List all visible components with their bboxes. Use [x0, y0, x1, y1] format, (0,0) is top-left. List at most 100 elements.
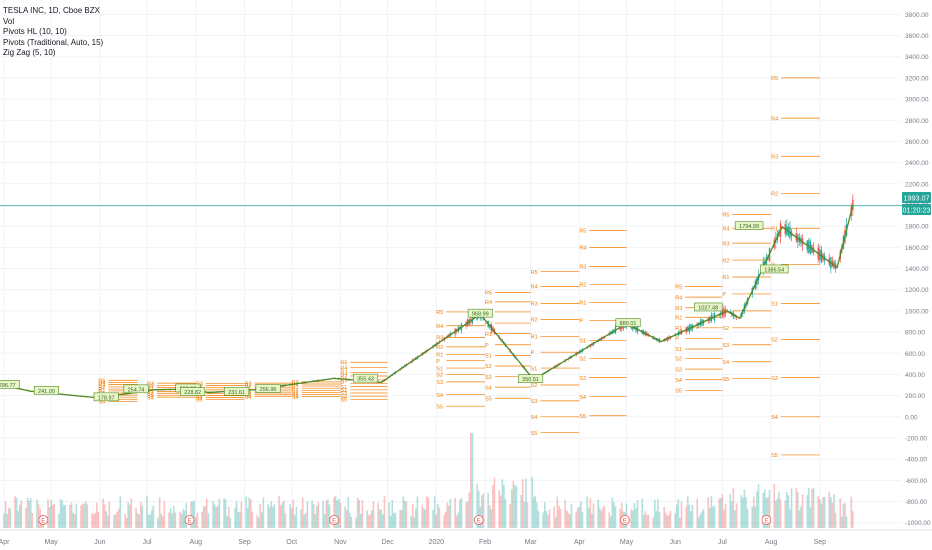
pivot-hl-box — [93, 392, 119, 402]
pivot-level-label: R1 — [675, 326, 682, 332]
volume-bar — [554, 517, 557, 528]
volume-bar — [64, 505, 67, 528]
volume-bar — [28, 500, 30, 528]
volume-bar — [138, 514, 140, 528]
volume-bar — [740, 495, 743, 528]
pivot-hl-box — [467, 308, 493, 318]
zigzag-indicator — [3, 204, 854, 399]
volume-bar — [520, 495, 522, 528]
volume-bar — [503, 484, 505, 528]
volume-bar — [567, 513, 570, 528]
volume-bar — [260, 512, 263, 528]
volume-bar — [119, 496, 122, 528]
volume-bar — [207, 513, 210, 528]
pivot-level-label: R2 — [579, 283, 586, 289]
volume-bar — [139, 502, 142, 528]
volume-bar — [267, 503, 269, 528]
volume-bar — [701, 511, 703, 528]
volume-bar — [697, 516, 700, 528]
pivot-level-label: S4 — [340, 394, 347, 400]
time-tick-label: Apr — [0, 539, 10, 546]
volume-bar — [150, 510, 153, 528]
volume-bar — [619, 509, 622, 528]
pivot-level-label: R2 — [675, 315, 682, 321]
volume-bar — [490, 509, 493, 528]
pivot-level-label: R1 — [531, 335, 538, 341]
volume-bar — [421, 505, 423, 528]
pivot-hl-label: 350.51 — [522, 377, 539, 383]
pivot-level-label: P — [722, 292, 726, 298]
volume-bar — [515, 486, 518, 528]
volume-bar — [157, 517, 159, 528]
volume-bar — [608, 512, 610, 528]
volume-bar — [471, 433, 474, 528]
volume-bar — [103, 504, 106, 528]
pivot-level-label: R5 — [579, 229, 586, 235]
volume-bar — [15, 497, 18, 528]
volume-bar — [724, 503, 727, 528]
volume-bar — [779, 499, 782, 528]
legend-symbol[interactable]: TESLA INC, 1D, Cboe BZX — [3, 6, 100, 15]
volume-bar — [712, 506, 714, 528]
volume-bar — [680, 501, 683, 528]
volume-bar — [754, 506, 757, 528]
legend-pivots-hl[interactable]: Pivots HL (10, 10) — [3, 27, 67, 36]
pivot-level-label: S3 — [196, 394, 203, 400]
volume-bar — [294, 515, 296, 528]
time-tick-label: Feb — [479, 539, 491, 546]
volume-bar — [709, 507, 711, 528]
volume-bar — [356, 497, 359, 528]
volume-bar — [114, 514, 117, 528]
price-axis[interactable]: 3800.00 3600.00 3400.00 3200.00 3000.00 2800.… — [905, 12, 931, 527]
volume-bar — [470, 433, 472, 528]
volume-bar — [600, 510, 603, 528]
volume-bar — [589, 498, 592, 528]
pivot-level-label: R5 — [722, 213, 729, 219]
volume-bar — [349, 512, 351, 528]
volume-bar — [504, 498, 507, 528]
volume-bar — [240, 501, 243, 528]
legend-vol[interactable]: Vol — [3, 16, 15, 26]
legend-zigzag[interactable]: Zig Zag (5, 10) — [3, 48, 56, 57]
volume-bar — [191, 501, 194, 528]
volume-bar — [311, 500, 313, 528]
volume-bars — [3, 433, 854, 528]
pivot-level-label: R4 — [98, 381, 105, 387]
volume-bar — [844, 503, 846, 528]
pivot-level-label: S4 — [675, 378, 682, 384]
pivot-hl-label: 228.82 — [184, 390, 201, 396]
volume-bar — [128, 504, 131, 528]
price-tick-label: -800.00 — [905, 499, 927, 506]
volume-bar — [59, 499, 62, 528]
legend-pivots-trad[interactable]: Pivots (Traditional, Auto, 15) — [3, 37, 104, 47]
pivot-level-label: S5 — [436, 404, 443, 410]
volume-bar — [235, 501, 238, 528]
volume-bar — [196, 512, 199, 528]
volume-bar — [658, 512, 661, 528]
time-tick-label: Jun — [670, 539, 681, 546]
volume-bar — [333, 497, 335, 528]
time-axis[interactable]: Apr May Jun Jul Aug Sep Oct Nov Dec 2020 Feb Mar Apr… — [0, 539, 826, 546]
volume-bar — [536, 502, 538, 528]
volume-bar — [305, 512, 307, 528]
volume-bar — [455, 515, 458, 528]
pivot-level-label: S3 — [292, 393, 299, 399]
volume-bar — [327, 499, 329, 528]
volume-bar — [18, 504, 21, 528]
pivot-hl-box — [760, 264, 789, 274]
earnings-marker-label: E — [332, 518, 336, 524]
pivot-level-label: S2 — [340, 388, 347, 394]
volume-bar — [404, 501, 406, 528]
pivot-level-label: S3 — [531, 399, 538, 405]
volume-bar — [823, 496, 826, 528]
pivot-level-label: R3 — [771, 154, 778, 160]
volume-bar — [25, 507, 27, 528]
volume-bar — [547, 514, 549, 528]
pivot-level-label: R1 — [485, 332, 492, 338]
volume-bar — [389, 515, 392, 528]
volume-bar — [686, 496, 689, 528]
volume-bar — [212, 500, 214, 528]
volume-bar — [674, 513, 677, 528]
volume-bar — [9, 508, 12, 528]
